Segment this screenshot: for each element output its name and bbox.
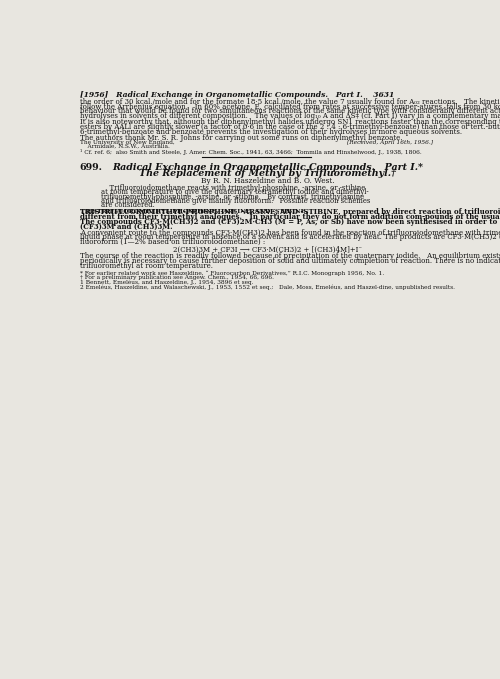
Text: The compounds CF3·M(CH3)2 and (CF3)2M·CH3 (M = P, As, or Sb) have now been synth: The compounds CF3·M(CH3)2 and (CF3)2M·CH…	[80, 217, 500, 225]
Text: different from their trimethyl analogues.   In particular they do not form addit: different from their trimethyl analogues…	[80, 213, 500, 221]
Text: TRISTRIFLUOROMETHYL-PHOSPHINE, -ARSINE, AND -STIBINE,: TRISTRIFLUOROMETHYL-PHOSPHINE, -ARSINE, …	[80, 208, 307, 213]
Text: liquid phase at room temperature in absence of a solvent and is accelerated by h: liquid phase at room temperature in abse…	[80, 234, 500, 242]
Text: [Received, April 16th, 1956.]: [Received, April 16th, 1956.]	[347, 140, 433, 145]
Text: Radical Exchange in Organometallic Compounds.   Part I.*: Radical Exchange in Organometallic Compo…	[112, 162, 424, 172]
Text: [1956]   Radical Exchange in Organometallic Compounds.   Part I.    3631: [1956] Radical Exchange in Organometalli…	[80, 91, 394, 98]
Text: trifluoromethyl at room temperature.: trifluoromethyl at room temperature.	[80, 262, 212, 270]
Text: † For a preliminary publication see Angew. Chem., 1954, 66, 696.: † For a preliminary publication see Ange…	[80, 275, 274, 280]
Text: 2(CH3)3M + CF3I ⟶ CF3·M(CH3)2 + [(CH3)4M]+I⁻: 2(CH3)3M + CF3I ⟶ CF3·M(CH3)2 + [(CH3)4M…	[174, 245, 362, 253]
Text: Trifluoroiodomethane reacts with trimethyl-phosphine, -arsine, or -stibine: Trifluoroiodomethane reacts with trimeth…	[101, 184, 365, 191]
Text: The Replacement of Methyl by Trifluoromethyl.†: The Replacement of Methyl by Trifluorome…	[140, 169, 396, 178]
Text: behaviour that would be found for two simultaneous reactions of the same kinetic: behaviour that would be found for two si…	[80, 107, 500, 115]
Text: The University of New England,: The University of New England,	[80, 140, 174, 145]
Text: Armidale, N.S.W., Australia.: Armidale, N.S.W., Australia.	[80, 144, 170, 149]
Text: are considered.: are considered.	[101, 202, 155, 209]
Text: hydrolyses in solvents of different composition.   The values of log₁₀ A and ΔS‡: hydrolyses in solvents of different comp…	[80, 112, 500, 120]
Text: fluoroform (1—2% based on trifluoroiodomethane) :: fluoroform (1—2% based on trifluoroiodom…	[80, 238, 265, 246]
Text: By R. N. Haszeldine and B. O. West.: By R. N. Haszeldine and B. O. West.	[201, 177, 334, 185]
Text: (CF3)3M and (CH3)3M.: (CF3)3M and (CH3)3M.	[80, 223, 172, 230]
Text: the order of 30 kcal./mole and for the formate 18·5 kcal./mole, the value 7 usua: the order of 30 kcal./mole and for the f…	[80, 98, 500, 106]
Text: periodically is necessary to cause further deposition of solid and ultimately co: periodically is necessary to cause furth…	[80, 257, 500, 265]
Text: 6-trimethyl-benzoate and benzoate prevents the investigation of their hydrolyses: 6-trimethyl-benzoate and benzoate preven…	[80, 128, 462, 136]
Text: It is also noteworthy that, although the diphenylmethyl halides undergo SN1 reac: It is also noteworthy that, although the…	[80, 118, 500, 126]
Text: at room temperature to give the quaternary tetramethyl iodide and dimethyl-: at room temperature to give the quaterna…	[101, 188, 369, 196]
Text: 2 Emeléus, Haszeldine, and Walaschewski, J., 1953, 1552 et seq.;   Dale, Moss, E: 2 Emeléus, Haszeldine, and Walaschewski,…	[80, 285, 454, 290]
Text: esters by AALl are slightly slower (a factor of 0·6 in the case of the 2 : 4 : 6: esters by AALl are slightly slower (a fa…	[80, 123, 500, 131]
Text: trifluoromethyl-phosphine, -arsine, or -stibine.   By contrast, trimethylamine: trifluoromethyl-phosphine, -arsine, or -…	[101, 193, 364, 200]
Text: 1 Bennett, Emeléus, and Haszeldine, J., 1954, 3896 et seq.: 1 Bennett, Emeléus, and Haszeldine, J., …	[80, 280, 253, 285]
Text: and trifluoroiodomethane give mainly fluoroform.   Possible reaction schemes: and trifluoroiodomethane give mainly flu…	[101, 197, 370, 205]
Text: A convenient route to the compounds CF3·M(CH3)2 has been found in the reaction o: A convenient route to the compounds CF3·…	[80, 229, 500, 237]
Text: The course of the reaction is readily followed because of precipitation of the q: The course of the reaction is readily fo…	[80, 253, 500, 261]
Text: 699.: 699.	[80, 162, 102, 172]
Text: follow the Arrhenius equation.   In 60% acetone, E, calculated from rates at suc: follow the Arrhenius equation. In 60% ac…	[80, 103, 500, 111]
Text: The authors thank Mr. S. R. Johns for carrying out some runs on diphenylmethyl b: The authors thank Mr. S. R. Johns for ca…	[80, 134, 402, 143]
Text: TRISTRIFLUOROMETHYL-PHOSPHINE, -ARSINE, AND -STIBINE, prepared by direct reactio: TRISTRIFLUOROMETHYL-PHOSPHINE, -ARSINE, …	[80, 208, 500, 216]
Text: ¹ Cf. ref. 6;  also Smith and Steele, J. Amer. Chem. Soc., 1941, 63, 3466;  Tomm: ¹ Cf. ref. 6; also Smith and Steele, J. …	[80, 149, 421, 155]
Text: * For earlier related work see Haszeldine, “ Fluorocarbon Derivatives,” R.I.C. M: * For earlier related work see Haszeldin…	[80, 271, 384, 276]
